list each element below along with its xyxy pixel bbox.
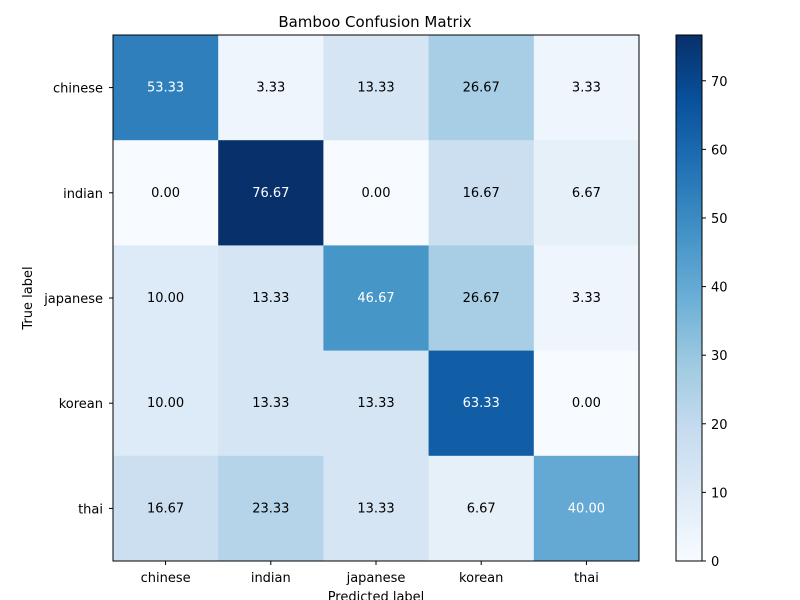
heatmap-cell-value: 13.33: [357, 81, 394, 96]
heatmap-cell-value: 26.67: [463, 291, 500, 306]
x-axis-label: Predicted label: [328, 590, 425, 600]
heatmap-cell: [428, 140, 535, 246]
y-axis-ticks: chinese indian japanese korean thai: [43, 82, 113, 517]
colorbar-tick-label: 60: [711, 143, 728, 158]
colorbar-tick-label: 0: [711, 555, 719, 570]
heatmap-cell: [533, 350, 640, 457]
heatmap-cell-value: 23.33: [252, 501, 289, 516]
heatmap-cell-value: 0.00: [572, 396, 601, 411]
heatmap-cell: [428, 245, 535, 352]
heatmap-cell: [113, 140, 219, 246]
heatmap-cell-labels: 53.33 3.33 13.33 26.67 3.33 0.00 76.67 0.00 16.6…: [147, 81, 605, 517]
heatmap-cell: [533, 140, 640, 246]
heatmap-cell: [113, 455, 219, 562]
x-tick-label: korean: [459, 571, 503, 586]
heatmap-cell: [428, 35, 535, 141]
heatmap-cell: [533, 245, 640, 352]
heatmap-cell: [533, 35, 640, 141]
colorbar-tick-label: 50: [711, 212, 728, 227]
heatmap-cell-value: 3.33: [572, 81, 601, 96]
y-tick-label: thai: [78, 502, 103, 517]
heatmap-cell-value: 46.67: [357, 291, 394, 306]
heatmap-cell-value: 13.33: [357, 396, 394, 411]
heatmap-cell: [323, 35, 430, 141]
heatmap-cell: [323, 350, 430, 457]
heatmap-cell-value: 3.33: [256, 81, 285, 96]
heatmap-cell: [533, 455, 640, 562]
colorbar-tick-label: 20: [711, 418, 728, 433]
heatmap-cell-value: 13.33: [357, 501, 394, 516]
heatmap-cell-value: 16.67: [147, 501, 184, 516]
heatmap-cell: [323, 140, 430, 246]
y-tick-label: indian: [63, 187, 103, 202]
heatmap-cells: [113, 35, 640, 562]
x-tick-label: indian: [251, 571, 291, 586]
heatmap-cell-value: 3.33: [572, 291, 601, 306]
x-tick-label: chinese: [141, 571, 191, 586]
colorbar-tick-label: 10: [711, 486, 728, 501]
heatmap-cell-value: 0.00: [362, 186, 391, 201]
heatmap-cell-value: 13.33: [252, 396, 289, 411]
heatmap-cell-value: 26.67: [463, 81, 500, 96]
y-tick-label: korean: [59, 397, 103, 412]
heatmap-cell-value: 10.00: [147, 291, 184, 306]
x-tick-label: thai: [574, 571, 599, 586]
heatmap-cell: [113, 35, 219, 141]
colorbar-tick-label: 40: [711, 281, 728, 296]
colorbar-tick-label: 70: [711, 75, 728, 90]
heatmap-cell: [218, 455, 324, 562]
heatmap-cell-value: 6.67: [467, 501, 496, 516]
x-axis-ticks: chinese indian japanese korean thai: [141, 561, 599, 586]
heatmap-cell: [218, 245, 324, 352]
chart-title: Bamboo Confusion Matrix: [278, 13, 471, 31]
heatmap-cell-value: 13.33: [252, 291, 289, 306]
heatmap-cell-value: 16.67: [463, 186, 500, 201]
heatmap-cell: [323, 245, 430, 352]
heatmap-cell-value: 53.33: [147, 81, 184, 96]
heatmap-cell: [218, 35, 324, 141]
x-tick-label: japanese: [346, 571, 406, 586]
colorbar-ticks: 0 10 20 30 40 50 60 70: [702, 75, 728, 570]
heatmap-cell: [113, 350, 219, 457]
heatmap-cell: [113, 245, 219, 352]
colorbar-tick-label: 30: [711, 349, 728, 364]
colorbar: [675, 34, 703, 562]
heatmap-cell-value: 6.67: [572, 186, 601, 201]
heatmap-cell: [323, 455, 430, 562]
heatmap-cell-value: 10.00: [147, 396, 184, 411]
heatmap-cell-value: 76.67: [252, 186, 289, 201]
heatmap-cell: [428, 350, 535, 457]
y-tick-label: chinese: [53, 82, 103, 97]
heatmap-cell: [218, 140, 324, 246]
y-tick-label: japanese: [43, 292, 103, 307]
y-axis-label: True label: [21, 266, 36, 330]
heatmap-cell-value: 63.33: [463, 396, 500, 411]
heatmap-cell-value: 0.00: [151, 186, 180, 201]
heatmap-cell: [218, 350, 324, 457]
heatmap-cell-value: 40.00: [568, 501, 605, 516]
heatmap-cell: [428, 455, 535, 562]
